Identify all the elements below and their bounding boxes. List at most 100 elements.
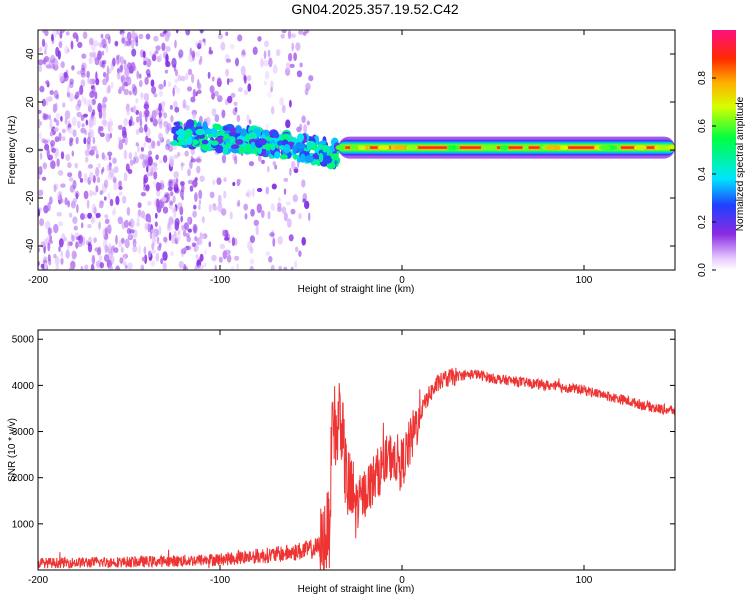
spectrogram-noise-blob xyxy=(92,191,97,196)
spectrogram-noise-blob xyxy=(123,88,129,96)
spectrogram-noise-blob xyxy=(128,233,132,239)
spectrogram-noise-blob xyxy=(180,75,186,82)
spectrogram-noise-blob xyxy=(158,225,162,236)
spectrogram-noise-blob xyxy=(194,236,198,242)
spectrogram-noise-blob xyxy=(302,198,307,203)
spectrogram-noise-blob xyxy=(132,245,138,253)
spectrogram-noise-blob xyxy=(122,126,127,136)
spectrogram-noise-blob xyxy=(140,91,143,101)
spectrogram-noise-blob xyxy=(178,49,184,58)
spectrogram-noise-blob xyxy=(135,142,139,147)
spectrogram-noise-blob xyxy=(100,33,104,39)
spectrogram-noise-blob xyxy=(181,196,184,201)
spectrogram-noise-blob xyxy=(187,68,193,76)
spectrogram-noise-blob xyxy=(237,34,243,42)
spectrogram-noise-blob xyxy=(142,158,147,169)
spectrogram-noise-blob xyxy=(159,90,163,98)
spectrogram-noise-blob xyxy=(69,92,74,102)
spectrogram-noise-blob xyxy=(190,96,196,103)
spectrogram-noise-blob xyxy=(222,229,226,237)
spectrogram-noise-blob xyxy=(180,181,185,186)
spectrogram-band-blob xyxy=(186,119,195,128)
spectrogram-noise-blob xyxy=(226,254,232,263)
spectrogram-noise-blob xyxy=(39,218,45,227)
spectrogram-noise-blob xyxy=(140,192,147,197)
spectrogram-ytick-label: 20 xyxy=(25,96,36,108)
spectrogram-noise-blob xyxy=(98,109,103,119)
spectrogram-noise-blob xyxy=(182,99,187,109)
spectrogram-noise-blob xyxy=(76,90,80,96)
spectrogram-noise-blob xyxy=(95,167,100,177)
spectrogram-noise-blob xyxy=(109,168,115,179)
spectrogram-noise-blob xyxy=(54,256,60,266)
spectrogram-noise-blob xyxy=(146,171,150,178)
spectrogram-band-blob xyxy=(274,151,281,159)
spectrogram-noise-blob xyxy=(72,129,77,137)
spectrogram-band-blob xyxy=(184,128,193,138)
spectrogram-line-blob xyxy=(451,145,456,151)
spectrogram-noise-blob xyxy=(279,97,284,106)
spectrogram-noise-blob xyxy=(51,63,56,70)
spectrogram-noise-blob xyxy=(97,50,102,60)
spectrogram-noise-blob xyxy=(121,37,125,44)
spectrogram-noise-blob xyxy=(158,83,164,90)
spectrogram-noise-blob xyxy=(72,198,78,204)
spectrogram-noise-blob xyxy=(162,262,167,270)
spectrogram-noise-blob xyxy=(42,58,47,65)
spectrogram-noise-blob xyxy=(283,188,287,196)
spectrogram-noise-blob xyxy=(51,33,54,42)
spectrogram-noise-blob xyxy=(54,151,58,160)
spectrogram-noise-blob xyxy=(286,218,292,228)
spectrogram-line-blob xyxy=(554,145,561,151)
spectrogram-noise-blob xyxy=(64,117,68,125)
spectrogram-noise-blob xyxy=(124,67,130,77)
spectrogram-noise-blob xyxy=(192,88,196,98)
spectrogram-noise-blob xyxy=(83,137,87,145)
spectrogram-band-blob xyxy=(222,126,229,131)
spectrogram-noise-blob xyxy=(299,62,303,68)
spectrogram-noise-blob xyxy=(55,46,60,57)
spectrogram-noise-blob xyxy=(156,198,160,208)
spectrogram-noise-blob xyxy=(118,239,123,248)
spectrogram-noise-blob xyxy=(50,160,56,170)
spectrogram-noise-blob xyxy=(174,106,180,113)
spectrogram-noise-blob xyxy=(63,236,68,242)
spectrogram-noise-blob xyxy=(44,238,50,245)
spectrogram-noise-blob xyxy=(172,87,175,97)
spectrogram-noise-blob xyxy=(126,31,132,41)
spectrogram-noise-blob xyxy=(198,39,202,48)
spectrogram-noise-blob xyxy=(69,140,73,147)
spectrogram-noise-blob xyxy=(145,33,151,40)
spectrogram-noise-blob xyxy=(101,119,107,126)
spectrogram-noise-blob xyxy=(240,65,246,76)
spectrogram-noise-blob xyxy=(105,44,109,53)
snr-xlabel: Height of straight line (km) xyxy=(298,584,415,595)
spectrogram-noise-blob xyxy=(107,192,111,200)
spectrogram-noise-blob xyxy=(130,62,136,72)
spectrogram-noise-blob xyxy=(209,85,215,94)
spectrogram-noise-blob xyxy=(150,249,157,254)
spectrogram-noise-blob xyxy=(149,231,153,240)
spectrogram-noise-blob xyxy=(296,70,303,78)
spectrogram-noise-blob xyxy=(102,71,107,78)
spectrogram-noise-blob xyxy=(228,78,234,83)
spectrogram-noise-blob xyxy=(258,154,262,162)
spectrogram-noise-blob xyxy=(60,151,65,160)
spectrogram-band-blob xyxy=(196,122,202,127)
snr-xtick-label: -200 xyxy=(28,575,48,586)
spectrogram-noise-blob xyxy=(198,204,201,210)
spectrogram-band-blob xyxy=(234,125,242,134)
spectrogram-noise-blob xyxy=(268,255,273,263)
spectrogram-noise-blob xyxy=(249,265,254,270)
spectrogram-noise-blob xyxy=(41,38,46,48)
spectrogram-noise-blob xyxy=(294,246,299,253)
spectrogram-noise-blob xyxy=(129,115,133,124)
spectrogram-noise-blob xyxy=(301,115,306,124)
spectrogram-noise-blob xyxy=(76,34,79,43)
spectrogram-noise-blob xyxy=(59,31,63,39)
spectrogram-noise-blob xyxy=(120,237,125,244)
spectrogram-noise-blob xyxy=(152,118,158,127)
spectrogram-band-blob xyxy=(235,139,244,145)
spectrogram-noise-blob xyxy=(38,207,42,212)
spectrogram-noise-blob xyxy=(189,185,194,192)
